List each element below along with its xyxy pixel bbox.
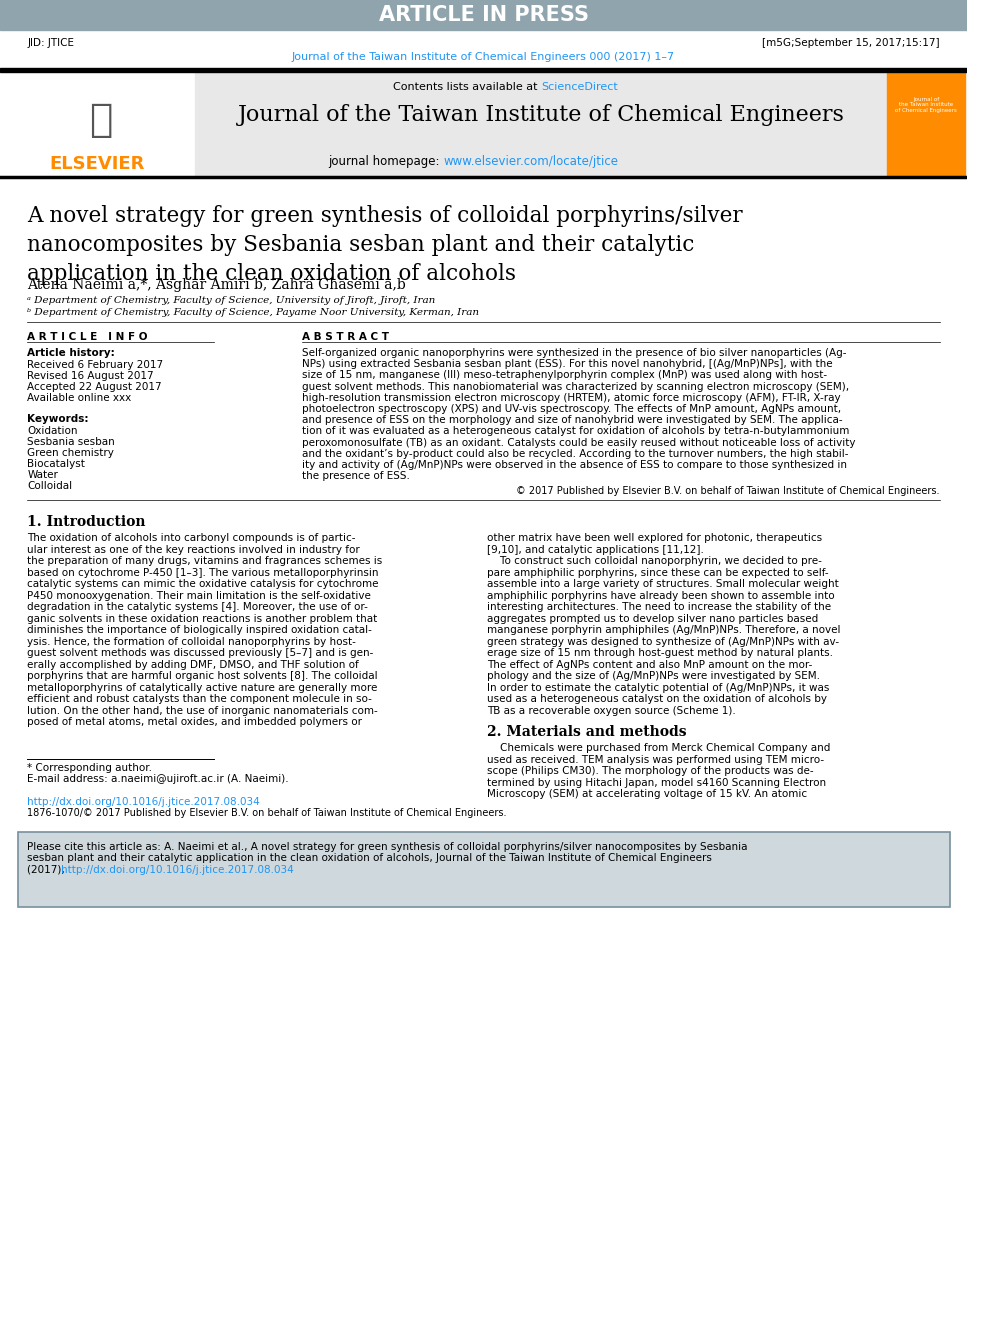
Text: Green chemistry: Green chemistry <box>28 448 114 458</box>
Text: used as a heterogeneous catalyst on the oxidation of alcohols by: used as a heterogeneous catalyst on the … <box>487 695 827 704</box>
Text: high-resolution transmission electron microscopy (HRTEM), atomic force microscop: high-resolution transmission electron mi… <box>303 393 841 402</box>
Text: green strategy was designed to synthesize of (Ag/MnP)NPs with av-: green strategy was designed to synthesiz… <box>487 636 839 647</box>
Text: To construct such colloidal nanoporphyrin, we decided to pre-: To construct such colloidal nanoporphyri… <box>487 557 822 566</box>
Bar <box>39 75 161 146</box>
Text: metalloporphyrins of catalytically active nature are generally more: metalloporphyrins of catalytically activ… <box>28 683 378 693</box>
Text: Oxidation: Oxidation <box>28 426 77 437</box>
Text: JID: JTICE: JID: JTICE <box>28 38 74 48</box>
Bar <box>887 71 965 177</box>
Text: pare amphiphilic porphyrins, since these can be expected to self-: pare amphiphilic porphyrins, since these… <box>487 568 829 578</box>
Text: sesban plant and their catalytic application in the clean oxidation of alcohols,: sesban plant and their catalytic applica… <box>28 853 712 864</box>
Text: © 2017 Published by Elsevier B.V. on behalf of Taiwan Institute of Chemical Engi: © 2017 Published by Elsevier B.V. on beh… <box>516 487 939 496</box>
Text: Colloidal: Colloidal <box>28 482 72 491</box>
Text: A B S T R A C T: A B S T R A C T <box>303 332 389 343</box>
Text: Revised 16 August 2017: Revised 16 August 2017 <box>28 370 154 381</box>
Text: erage size of 15 nm through host-guest method by natural plants.: erage size of 15 nm through host-guest m… <box>487 648 833 659</box>
Text: amphiphilic porphyrins have already been shown to assemble into: amphiphilic porphyrins have already been… <box>487 591 835 601</box>
Text: Accepted 22 August 2017: Accepted 22 August 2017 <box>28 382 162 392</box>
Text: TB as a recoverable oxygen source (Scheme 1).: TB as a recoverable oxygen source (Schem… <box>487 706 736 716</box>
Text: aggregates prompted us to develop silver nano particles based: aggregates prompted us to develop silver… <box>487 614 818 624</box>
Text: ysis. Hence, the formation of colloidal nanoporphyrins by host-: ysis. Hence, the formation of colloidal … <box>28 636 356 647</box>
FancyBboxPatch shape <box>18 832 949 906</box>
Text: Sesbania sesban: Sesbania sesban <box>28 437 115 447</box>
Text: ganic solvents in these oxidation reactions is another problem that: ganic solvents in these oxidation reacti… <box>28 614 378 624</box>
Bar <box>0 0 967 30</box>
Text: degradation in the catalytic systems [4]. Moreover, the use of or-: degradation in the catalytic systems [4]… <box>28 602 368 613</box>
Text: efficient and robust catalysts than the component molecule in so-: efficient and robust catalysts than the … <box>28 695 372 704</box>
Text: diminishes the importance of biologically inspired oxidation catal-: diminishes the importance of biologicall… <box>28 626 372 635</box>
Text: Please cite this article as: A. Naeimi et al., A novel strategy for green synthe: Please cite this article as: A. Naeimi e… <box>28 841 748 852</box>
Text: 1. Introduction: 1. Introduction <box>28 516 146 529</box>
Text: * Corresponding author.: * Corresponding author. <box>28 763 153 773</box>
Text: Biocatalyst: Biocatalyst <box>28 459 85 468</box>
Text: www.elsevier.com/locate/jtice: www.elsevier.com/locate/jtice <box>443 155 619 168</box>
Text: and presence of ESS on the morphology and size of nanohybrid were investigated b: and presence of ESS on the morphology an… <box>303 415 843 425</box>
Text: Microscopy (SEM) at accelerating voltage of 15 kV. An atomic: Microscopy (SEM) at accelerating voltage… <box>487 790 807 799</box>
Text: peroxomonosulfate (TB) as an oxidant. Catalysts could be easily reused without n: peroxomonosulfate (TB) as an oxidant. Ca… <box>303 438 856 447</box>
Text: ARTICLE IN PRESS: ARTICLE IN PRESS <box>379 5 588 25</box>
Text: Atena Naeimi a,*, Asghar Amiri b, Zahra Ghasemi a,b: Atena Naeimi a,*, Asghar Amiri b, Zahra … <box>28 278 406 292</box>
Text: [9,10], and catalytic applications [11,12].: [9,10], and catalytic applications [11,1… <box>487 545 704 554</box>
Text: Received 6 February 2017: Received 6 February 2017 <box>28 360 164 370</box>
Text: 🌳: 🌳 <box>88 101 112 139</box>
Text: porphyrins that are harmful organic host solvents [8]. The colloidal: porphyrins that are harmful organic host… <box>28 671 378 681</box>
Text: the presence of ESS.: the presence of ESS. <box>303 471 410 482</box>
Text: ScienceDirect: ScienceDirect <box>541 82 618 93</box>
Text: termined by using Hitachi Japan, model s4160 Scanning Electron: termined by using Hitachi Japan, model s… <box>487 778 826 789</box>
Text: (2017),: (2017), <box>28 865 68 875</box>
Text: Contents lists available at: Contents lists available at <box>393 82 541 93</box>
Text: posed of metal atoms, metal oxides, and imbedded polymers or: posed of metal atoms, metal oxides, and … <box>28 717 362 728</box>
Text: 2. Materials and methods: 2. Materials and methods <box>487 725 687 740</box>
Text: tion of it was evaluated as a heterogeneous catalyst for oxidation of alcohols b: tion of it was evaluated as a heterogene… <box>303 426 849 437</box>
Text: Keywords:: Keywords: <box>28 414 89 423</box>
Text: Available online xxx: Available online xxx <box>28 393 132 404</box>
Text: assemble into a large variety of structures. Small molecular weight: assemble into a large variety of structu… <box>487 579 839 590</box>
Text: A R T I C L E   I N F O: A R T I C L E I N F O <box>28 332 148 343</box>
Text: size of 15 nm, manganese (III) meso-tetraphenylporphyrin complex (MnP) was used : size of 15 nm, manganese (III) meso-tetr… <box>303 370 827 381</box>
Text: P450 monooxygenation. Their main limitation is the self-oxidative: P450 monooxygenation. Their main limitat… <box>28 591 371 601</box>
Text: [m5G;September 15, 2017;15:17]: [m5G;September 15, 2017;15:17] <box>762 38 939 48</box>
Text: scope (Philips CM30). The morphology of the products was de-: scope (Philips CM30). The morphology of … <box>487 766 814 777</box>
Text: 1876-1070/© 2017 Published by Elsevier B.V. on behalf of Taiwan Institute of Che: 1876-1070/© 2017 Published by Elsevier B… <box>28 808 507 818</box>
Text: phology and the size of (Ag/MnP)NPs were investigated by SEM.: phology and the size of (Ag/MnP)NPs were… <box>487 671 820 681</box>
Text: Journal of the Taiwan Institute of Chemical Engineers: Journal of the Taiwan Institute of Chemi… <box>238 105 844 126</box>
Text: used as received. TEM analysis was performed using TEM micro-: used as received. TEM analysis was perfo… <box>487 755 824 765</box>
Text: Self-organized organic nanoporphyrins were synthesized in the presence of bio si: Self-organized organic nanoporphyrins we… <box>303 348 847 359</box>
Text: ᵃ Department of Chemistry, Faculty of Science, University of Jiroft, Jiroft, Ira: ᵃ Department of Chemistry, Faculty of Sc… <box>28 296 435 306</box>
Text: In order to estimate the catalytic potential of (Ag/MnP)NPs, it was: In order to estimate the catalytic poten… <box>487 683 829 693</box>
Text: ular interest as one of the key reactions involved in industry for: ular interest as one of the key reaction… <box>28 545 360 554</box>
Text: and the oxidant’s by-product could also be recycled. According to the turnover n: and the oxidant’s by-product could also … <box>303 448 849 459</box>
Text: catalytic systems can mimic the oxidative catalysis for cytochrome: catalytic systems can mimic the oxidativ… <box>28 579 379 590</box>
Text: ity and activity of (Ag/MnP)NPs were observed in the absence of ESS to compare t: ity and activity of (Ag/MnP)NPs were obs… <box>303 460 847 470</box>
Text: journal homepage:: journal homepage: <box>328 155 443 168</box>
Text: guest solvent methods was discussed previously [5–7] and is gen-: guest solvent methods was discussed prev… <box>28 648 374 659</box>
Text: E-mail address: a.naeimi@ujiroft.ac.ir (A. Naeimi).: E-mail address: a.naeimi@ujiroft.ac.ir (… <box>28 774 289 785</box>
Bar <box>195 71 887 177</box>
Text: Article history:: Article history: <box>28 348 115 359</box>
Text: Journal of the Taiwan Institute of Chemical Engineers 000 (2017) 1–7: Journal of the Taiwan Institute of Chemi… <box>292 52 676 62</box>
Text: ELSEVIER: ELSEVIER <box>50 155 145 173</box>
Bar <box>0 67 967 71</box>
Text: the preparation of many drugs, vitamins and fragrances schemes is: the preparation of many drugs, vitamins … <box>28 557 383 566</box>
Text: ᵇ Department of Chemistry, Faculty of Science, Payame Noor University, Kerman, I: ᵇ Department of Chemistry, Faculty of Sc… <box>28 308 479 318</box>
Text: guest solvent methods. This nanobiomaterial was characterized by scanning electr: guest solvent methods. This nanobiomater… <box>303 381 849 392</box>
Text: http://dx.doi.org/10.1016/j.jtice.2017.08.034: http://dx.doi.org/10.1016/j.jtice.2017.0… <box>62 865 295 875</box>
Text: other matrix have been well explored for photonic, therapeutics: other matrix have been well explored for… <box>487 533 822 544</box>
Text: interesting architectures. The need to increase the stability of the: interesting architectures. The need to i… <box>487 602 831 613</box>
Text: erally accomplished by adding DMF, DMSO, and THF solution of: erally accomplished by adding DMF, DMSO,… <box>28 660 359 669</box>
Text: manganese porphyrin amphiphiles (Ag/MnP)NPs. Therefore, a novel: manganese porphyrin amphiphiles (Ag/MnP)… <box>487 626 841 635</box>
Text: photoelectron spectroscopy (XPS) and UV-vis spectroscopy. The effects of MnP amo: photoelectron spectroscopy (XPS) and UV-… <box>303 404 841 414</box>
Text: based on cytochrome P-450 [1–3]. The various metalloporphyrinsin: based on cytochrome P-450 [1–3]. The var… <box>28 568 379 578</box>
Text: The oxidation of alcohols into carbonyl compounds is of partic-: The oxidation of alcohols into carbonyl … <box>28 533 356 544</box>
Text: lution. On the other hand, the use of inorganic nanomaterials com-: lution. On the other hand, the use of in… <box>28 706 378 716</box>
Text: Journal of
the Taiwan Institute
of Chemical Engineers: Journal of the Taiwan Institute of Chemi… <box>895 97 957 114</box>
Text: Chemicals were purchased from Merck Chemical Company and: Chemicals were purchased from Merck Chem… <box>487 744 830 753</box>
Text: The effect of AgNPs content and also MnP amount on the mor-: The effect of AgNPs content and also MnP… <box>487 660 812 669</box>
Text: Water: Water <box>28 470 59 480</box>
Text: NPs) using extracted Sesbania sesban plant (ESS). For this novel nanohybrid, [(A: NPs) using extracted Sesbania sesban pla… <box>303 360 833 369</box>
Text: http://dx.doi.org/10.1016/j.jtice.2017.08.034: http://dx.doi.org/10.1016/j.jtice.2017.0… <box>28 796 260 807</box>
Text: A novel strategy for green synthesis of colloidal porphyrins/silver
nanocomposit: A novel strategy for green synthesis of … <box>28 205 743 284</box>
